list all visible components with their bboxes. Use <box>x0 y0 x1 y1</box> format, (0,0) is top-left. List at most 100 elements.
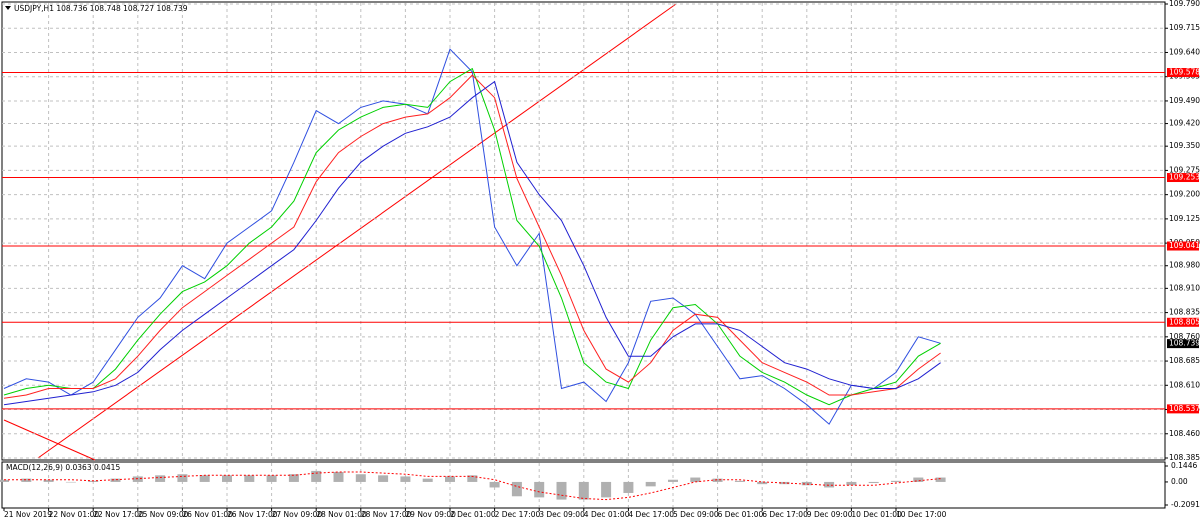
level-tag <box>1167 317 1199 327</box>
macd-bar <box>556 481 567 500</box>
macd-bar <box>177 474 188 482</box>
x-tick-label: 28 Nov 17:00 <box>361 510 412 519</box>
price-label: 108.739 <box>1169 339 1200 348</box>
y-tick-label: 109.420 <box>1169 119 1200 128</box>
macd-bar <box>199 475 210 482</box>
y-tick-label: 0.1446 <box>1171 461 1197 470</box>
y-tick-label: 108.385 <box>1169 453 1200 462</box>
macd-bar <box>155 475 166 482</box>
macd-bar <box>601 481 612 498</box>
macd-bar <box>378 475 389 482</box>
y-tick-label: 109.200 <box>1169 190 1200 199</box>
macd-label: MACD(12,26,9) 0.0363 0.0415 <box>6 463 120 472</box>
series-line <box>3 48 941 425</box>
x-tick-label: 2 Dec 01:00 <box>450 510 496 519</box>
y-tick-label: 109.350 <box>1169 141 1200 150</box>
x-tick-label: 6 Dec 01:00 <box>718 510 764 519</box>
x-tick-label: 26 Nov 17:00 <box>227 510 278 519</box>
y-tick-label: 109.490 <box>1169 96 1200 105</box>
menu-arrow[interactable] <box>5 6 11 10</box>
y-tick-label: 108.980 <box>1169 261 1200 270</box>
x-tick-label: 9 Dec 09:00 <box>807 510 853 519</box>
macd-bar <box>935 477 946 482</box>
macd-bar <box>757 481 768 485</box>
x-tick-label: 10 Dec 01:00 <box>851 510 902 519</box>
y-tick-label: -0.2091 <box>1171 500 1200 509</box>
x-tick-label: 25 Nov 09:00 <box>138 510 189 519</box>
x-tick-label: 4 Dec 01:00 <box>584 510 630 519</box>
y-tick-label: 109.125 <box>1169 214 1200 223</box>
x-tick-label: 3 Dec 09:00 <box>539 510 585 519</box>
series-line <box>3 67 941 406</box>
x-tick-label: 22 Nov 17:00 <box>93 510 144 519</box>
macd-bar <box>623 481 634 493</box>
x-tick-label: 4 Dec 17:00 <box>628 510 674 519</box>
macd-bar <box>65 481 76 483</box>
y-tick-label: 109.715 <box>1169 23 1200 32</box>
macd-bar <box>43 479 54 482</box>
macd-bar <box>333 472 344 482</box>
macd-bar <box>422 478 433 482</box>
macd-bar <box>578 481 589 500</box>
y-tick-label: 108.760 <box>1169 332 1200 341</box>
macd-bar <box>690 477 701 482</box>
macd-bar <box>445 476 455 482</box>
level-label: 109.041 <box>1169 241 1200 250</box>
level-tag <box>1167 404 1199 414</box>
macd-bar <box>0 479 9 482</box>
level-label: 108.805 <box>1169 317 1200 326</box>
chart-title: USDJPY,H1 108.736 108.748 108.727 108.73… <box>14 4 188 13</box>
y-tick-label: 109.275 <box>1169 165 1200 174</box>
level-tag <box>1167 173 1199 183</box>
macd-bar <box>110 478 121 482</box>
y-tick-label: 109.640 <box>1169 47 1200 56</box>
x-tick-label: 10 Dec 17:00 <box>896 510 947 519</box>
macd-bar <box>734 480 745 482</box>
macd-bar <box>891 480 901 482</box>
x-tick-label: 21 Nov 2019 <box>4 510 52 519</box>
series-line <box>3 80 941 406</box>
macd-signal <box>4 471 941 501</box>
macd-bar <box>668 479 678 482</box>
level-label: 109.253 <box>1169 173 1200 182</box>
x-tick-label: 27 Nov 09:00 <box>272 510 323 519</box>
series-line <box>3 74 941 399</box>
level-label: 108.537 <box>1169 404 1200 413</box>
price-tag <box>1167 339 1199 349</box>
macd-bar <box>222 475 232 482</box>
x-tick-label: 26 Nov 01:00 <box>182 510 233 519</box>
x-tick-label: 6 Dec 17:00 <box>762 510 808 519</box>
level-tag <box>1167 68 1199 78</box>
macd-bar <box>400 476 411 482</box>
macd-bar <box>266 475 277 482</box>
macd-bar <box>645 481 656 487</box>
macd-bar <box>288 474 299 482</box>
trendline <box>3 419 96 461</box>
level-label: 109.578 <box>1169 68 1200 77</box>
y-tick-label: 108.460 <box>1169 429 1200 438</box>
x-tick-label: 29 Nov 09:00 <box>405 510 456 519</box>
macd-bar <box>88 480 99 482</box>
macd-bar <box>913 477 924 482</box>
macd-bar <box>712 478 723 482</box>
macd-bar <box>846 481 857 486</box>
x-tick-label: 22 Nov 01:00 <box>49 510 100 519</box>
macd-bar <box>311 470 322 482</box>
macd-bar <box>868 481 879 484</box>
macd-bar <box>801 481 812 486</box>
macd-bar <box>21 478 32 482</box>
macd-bar <box>824 481 835 488</box>
macd-bar <box>132 476 143 482</box>
macd-bar <box>244 475 255 482</box>
y-tick-label: 108.835 <box>1169 308 1200 317</box>
x-tick-label: 2 Dec 17:00 <box>495 510 541 519</box>
trendline <box>37 3 677 459</box>
macd-bar <box>467 475 478 482</box>
x-tick-label: 5 Dec 09:00 <box>673 510 719 519</box>
y-tick-label: 0.00 <box>1171 477 1188 486</box>
y-tick-label: 108.685 <box>1169 356 1200 365</box>
y-tick-label: 108.610 <box>1169 380 1200 389</box>
macd-bar <box>511 481 522 497</box>
y-tick-label: 109.790 <box>1169 0 1200 8</box>
